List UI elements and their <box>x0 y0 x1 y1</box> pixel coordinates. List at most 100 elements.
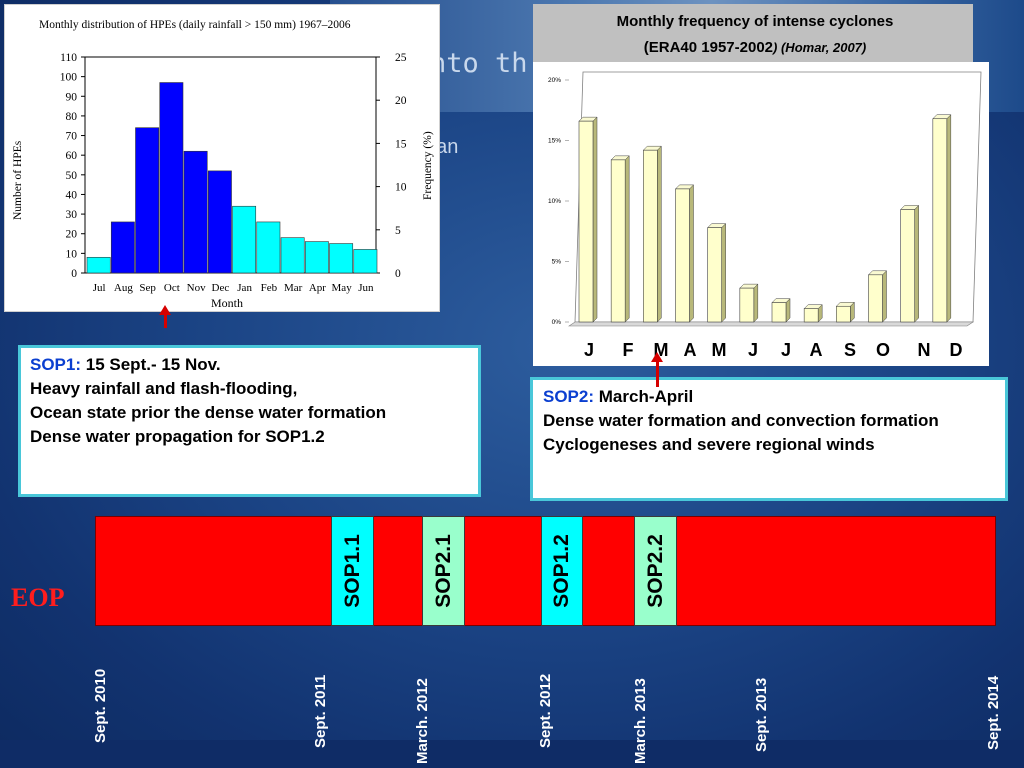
date-label: March. 2012 <box>414 678 431 764</box>
cyclone-bar-side <box>657 145 662 323</box>
cyclone-bar <box>739 287 755 323</box>
hpe-y-tick-label: 70 <box>66 131 78 143</box>
sop1-dates: 15 Sept.- 15 Nov. <box>81 355 221 374</box>
cyclone-bar-side <box>689 184 694 323</box>
hpe-x-tick-label: Aug <box>114 282 133 294</box>
hpe-x-tick-label: Jun <box>358 282 374 294</box>
cyclone-y-tick-label: 20% <box>548 77 561 84</box>
hpe-x-tick-label: Jan <box>237 282 252 294</box>
cyclone-bar <box>707 227 722 323</box>
hpe-bar <box>232 205 257 274</box>
eop-label: EOP <box>11 583 65 612</box>
sop1-line: Dense water propagation for SOP1.2 <box>30 427 325 446</box>
sop2-line: Cyclogeneses and severe regional winds <box>543 435 875 454</box>
cyclone-month-label: D <box>950 340 963 360</box>
hpe-chart-ylabel-left: Number of HPEs <box>12 140 24 220</box>
hpe-x-tick-label: Nov <box>187 282 206 294</box>
hpe-y2-tick-label: 10 <box>395 182 407 194</box>
cyclone-plot-wall <box>574 71 982 323</box>
hpe-bar <box>183 150 208 274</box>
date-label: March. 2013 <box>632 678 649 764</box>
segment-label: SOP1.2 <box>550 534 573 608</box>
hpe-x-tick-label: Sep <box>139 282 156 294</box>
sop1-line: Heavy rainfall and flash-flooding, <box>30 379 298 398</box>
cyclone-month-label: N <box>918 340 931 360</box>
cyclone-bar-side <box>882 270 887 323</box>
sop1-arrow-head-icon <box>159 305 171 315</box>
date-label: Sept. 2013 <box>753 677 770 752</box>
hpe-bar <box>353 249 378 274</box>
segment-sop1-1: SOP1.1 <box>331 516 374 626</box>
hpe-chart: Monthly distribution of HPEs (daily rain… <box>12 19 434 310</box>
hpe-x-tick-label: Apr <box>309 282 326 294</box>
cyclone-bar-side <box>592 116 598 323</box>
cyclone-chart-title-cite: ) (Homar, 2007) <box>771 40 866 55</box>
hpe-bar <box>207 170 232 274</box>
hpe-bar <box>304 241 329 274</box>
hpe-y-tick-label: 50 <box>66 170 78 182</box>
cyclone-bar <box>675 188 690 323</box>
sop1-heading: SOP1: 15 Sept.- 15 Nov. <box>30 353 469 377</box>
cyclone-month-label: O <box>876 340 890 360</box>
date-label: Sept. 2014 <box>985 675 1002 750</box>
cyclone-bar <box>803 308 819 323</box>
cyclone-bar-side <box>721 223 726 323</box>
cyclone-y-tick-label: 0% <box>552 319 562 326</box>
cyclone-bar <box>836 305 851 323</box>
hpe-y-tick-label: 10 <box>66 248 78 260</box>
segment-sop2-1: SOP2.1 <box>422 516 465 626</box>
hpe-y-tick-label: 0 <box>71 268 77 280</box>
background-title: nto th <box>430 48 528 79</box>
sop1-line: Ocean state prior the dense water format… <box>30 403 387 422</box>
hpe-x-tick-label: Jul <box>93 282 106 294</box>
hpe-y-tick-label: 80 <box>66 111 78 123</box>
segment-label: SOP1.1 <box>340 534 364 608</box>
cyclone-bar <box>771 302 787 323</box>
date-label: Sept. 2010 <box>92 668 109 743</box>
sop2-arrow-head-icon <box>651 352 663 362</box>
footer-strip <box>0 740 1024 768</box>
cyclone-bar-side <box>914 204 919 323</box>
hpe-y-tick-label: 110 <box>60 52 77 64</box>
hpe-y2-tick-label: 25 <box>395 52 407 64</box>
cyclone-bar <box>900 209 915 323</box>
hpe-y-tick-label: 90 <box>66 91 78 103</box>
segment-label: SOP2.1 <box>431 534 455 608</box>
cyclone-bar-side <box>753 283 759 323</box>
hpe-y-tick-label: 40 <box>66 189 78 201</box>
cyclone-chart-title-line2: (ERA40 1957-2002) (Homar, 2007) <box>644 39 866 56</box>
hpe-x-tick-label: Oct <box>164 282 180 294</box>
hpe-x-tick-label: Dec <box>212 282 230 294</box>
cyclone-plot-floor <box>568 321 974 327</box>
hpe-x-tick-label: Feb <box>261 282 278 294</box>
hpe-y2-tick-label: 20 <box>395 95 407 107</box>
cyclone-month-label: F <box>623 340 634 360</box>
sop2-dates: March-April <box>594 387 694 406</box>
cyclone-y-tick-label: 10% <box>548 198 561 205</box>
cyclone-chart-title-main: (ERA40 1957-2002 <box>644 39 773 56</box>
cyclone-y-tick-label: 15% <box>548 138 561 145</box>
cyclone-bar-side <box>624 155 630 323</box>
cyclone-bar <box>643 149 658 323</box>
sop1-arrow-shaft <box>163 314 167 328</box>
date-label: Sept. 2012 <box>537 673 554 748</box>
sop2-info-box: SOP2: March-April Dense water formation … <box>530 377 1008 501</box>
hpe-chart-xlabel: Month <box>211 296 243 310</box>
sop2-line: Dense water formation and convection for… <box>543 411 939 430</box>
hpe-y2-tick-label: 0 <box>395 268 401 280</box>
hpe-chart-ylabel-right: Frequency (%) <box>422 131 434 200</box>
cyclone-chart-card: Monthly frequency of intense cyclones (E… <box>533 4 989 366</box>
cyclone-bar-side <box>946 114 952 323</box>
hpe-bar <box>135 127 160 274</box>
cyclone-month-label: M <box>712 340 727 360</box>
sop2-label: SOP2: <box>543 387 595 406</box>
hpe-x-tick-label: Mar <box>284 282 303 294</box>
hpe-y-tick-label: 20 <box>66 229 78 241</box>
cyclone-title-band <box>533 4 973 62</box>
cyclone-bar <box>932 118 948 323</box>
hpe-y-tick-label: 30 <box>66 209 78 221</box>
hpe-chart-title: Monthly distribution of HPEs (daily rain… <box>39 19 351 31</box>
hpe-bar <box>280 237 305 274</box>
segment-sop2-2: SOP2.2 <box>634 516 677 626</box>
cyclone-month-label: J <box>584 340 594 360</box>
